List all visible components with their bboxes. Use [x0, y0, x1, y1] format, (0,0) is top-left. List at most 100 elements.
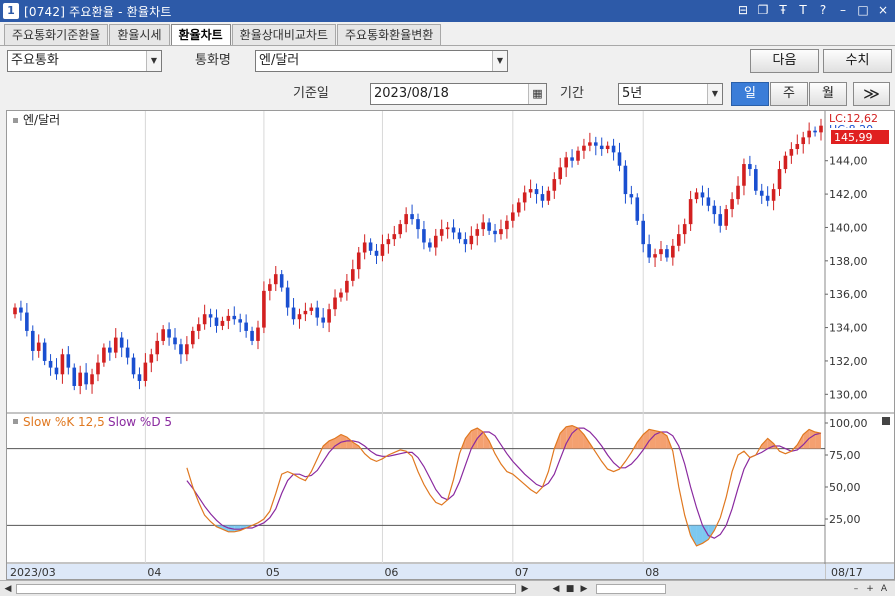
- font-icon[interactable]: T: [799, 3, 807, 17]
- auto-scale-icon[interactable]: A: [880, 584, 888, 594]
- dock-icon[interactable]: ⊟: [737, 3, 749, 17]
- zoom-in-icon[interactable]: +: [866, 584, 874, 594]
- candle-body: [155, 340, 160, 355]
- candle-body: [279, 274, 284, 288]
- stoch-zone-fill: [649, 429, 656, 449]
- maximize-icon[interactable]: □: [857, 3, 869, 17]
- candle-body: [321, 317, 325, 323]
- candle-body: [179, 344, 183, 355]
- scroll-left-icon[interactable]: ◀: [4, 584, 12, 594]
- candle-body: [19, 307, 23, 313]
- price-chart-svg[interactable]: 130,00 132,00 134,00 136,00 138,00 140,00 142,…: [7, 111, 894, 579]
- stoch-tick-label: 25,00: [829, 513, 861, 526]
- stoch-zone-fill: [702, 525, 709, 544]
- candle-body: [351, 269, 355, 281]
- candle-body: [167, 329, 171, 338]
- candle-body: [593, 142, 598, 146]
- interval-daily[interactable]: 일: [731, 82, 769, 106]
- currency-select[interactable]: 엔/달러 ▼: [255, 50, 508, 72]
- candle-body: [469, 235, 474, 245]
- candle-body: [273, 274, 278, 285]
- stoch-zone-fill: [471, 428, 478, 449]
- date-label: 기준일: [293, 86, 329, 101]
- chevron-down-icon[interactable]: ▼: [707, 84, 722, 104]
- candle-body: [226, 315, 231, 321]
- calendar-icon[interactable]: ▦: [528, 84, 546, 104]
- candle-body: [682, 224, 687, 235]
- candle-body: [108, 347, 112, 353]
- candle-body: [416, 219, 420, 230]
- zoom-out-icon[interactable]: –: [853, 584, 859, 594]
- candle-body: [422, 229, 426, 243]
- chart-area[interactable]: 130,00 132,00 134,00 136,00 138,00 140,00 142,…: [6, 110, 895, 580]
- fetch-button[interactable]: 수치: [823, 49, 892, 73]
- price-tick-label: 142,00: [829, 188, 868, 201]
- interval-weekly[interactable]: 주: [770, 82, 808, 106]
- price-legend: 엔/달러: [23, 113, 60, 127]
- close-icon[interactable]: ×: [877, 3, 889, 17]
- candle-body: [30, 330, 35, 351]
- tab-rate-chart[interactable]: 환율차트: [170, 24, 231, 46]
- tab-currency-converter[interactable]: 주요통화환율변환: [337, 24, 442, 45]
- candle-body: [262, 290, 266, 328]
- pin-icon[interactable]: Ŧ: [779, 3, 787, 17]
- candle-body: [25, 312, 29, 331]
- candle-body: [398, 224, 403, 235]
- candle-body: [72, 367, 77, 386]
- category-select[interactable]: 주요통화 ▼: [7, 50, 162, 72]
- minimize-icon[interactable]: –: [840, 3, 846, 17]
- candle-body: [801, 137, 806, 145]
- last-price-label: 145,99: [834, 131, 873, 144]
- candle-body: [66, 354, 71, 368]
- candle-body: [309, 307, 314, 311]
- candle-body: [102, 347, 106, 363]
- tab-rate-quotes[interactable]: 환율시세: [109, 24, 170, 45]
- stop-icon[interactable]: ■: [565, 584, 575, 594]
- last-price-badge: [831, 130, 889, 144]
- date-input[interactable]: 2023/08/18 ▦: [370, 83, 547, 105]
- zoom-slider[interactable]: [596, 584, 666, 594]
- window-title: [0742] 주요환율 - 환율차트: [24, 4, 172, 19]
- scroll-right-icon[interactable]: ▶: [521, 584, 529, 594]
- candle-body: [522, 192, 527, 203]
- candle-body: [511, 212, 515, 221]
- price-tick-label: 130,00: [829, 388, 868, 401]
- chevron-down-icon[interactable]: ▼: [146, 51, 161, 71]
- candle-body: [208, 314, 213, 318]
- candle-body: [36, 342, 41, 351]
- x-tick-label: 04: [147, 566, 161, 579]
- interval-monthly[interactable]: 월: [809, 82, 847, 106]
- candle-body: [712, 205, 717, 215]
- scrollbar-track[interactable]: [16, 584, 516, 594]
- candle-body: [706, 197, 711, 206]
- candle-body: [599, 145, 604, 150]
- tab-base-rates[interactable]: 주요통화기준환율: [4, 24, 109, 45]
- help-icon[interactable]: ?: [819, 3, 827, 17]
- period-select[interactable]: 5년 ▼: [618, 83, 723, 105]
- price-tick-label: 138,00: [829, 255, 868, 268]
- play-icon[interactable]: ▶: [580, 584, 588, 594]
- candle-body: [546, 190, 551, 201]
- tab-relative-chart[interactable]: 환율상대비교차트: [231, 24, 336, 45]
- x-tick-label: 2023/03: [10, 566, 56, 579]
- chevron-down-icon[interactable]: ▼: [492, 51, 507, 71]
- stoch-zone-fill: [815, 431, 821, 449]
- cascade-icon[interactable]: ❐: [757, 3, 769, 17]
- candle-body: [96, 362, 100, 375]
- expand-icon[interactable]: ≫: [853, 82, 890, 106]
- date-row: 기준일 2023/08/18 ▦ 기간 5년 ▼ 일 주 월 ≫: [0, 78, 895, 110]
- stoch-zone-fill: [660, 431, 667, 449]
- price-tick-label: 134,00: [829, 322, 868, 335]
- filter-row: 주요통화 ▼ 통화명 엔/달러 ▼ 다음 수치: [0, 46, 895, 78]
- candle-body: [404, 214, 408, 225]
- candle-body: [487, 222, 491, 231]
- candle-body: [78, 372, 82, 386]
- candle-body: [54, 367, 59, 375]
- candle-body: [765, 195, 770, 201]
- next-button[interactable]: 다음: [750, 49, 819, 73]
- candle-body: [327, 309, 331, 323]
- play-back-icon[interactable]: ◀: [552, 584, 560, 594]
- candle-body: [688, 199, 693, 225]
- stoch-zone-fill: [761, 438, 768, 449]
- price-tick-label: 140,00: [829, 221, 868, 234]
